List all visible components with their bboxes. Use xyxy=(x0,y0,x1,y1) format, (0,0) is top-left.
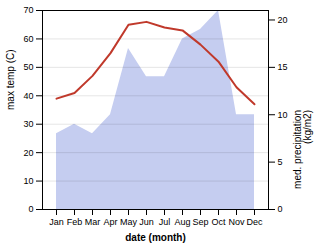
svg-text:30: 30 xyxy=(23,119,33,129)
svg-text:20: 20 xyxy=(278,15,288,25)
svg-text:Jul: Jul xyxy=(159,217,171,227)
svg-text:5: 5 xyxy=(278,157,283,167)
svg-text:0: 0 xyxy=(278,204,283,214)
svg-text:date (month): date (month) xyxy=(125,232,186,243)
svg-text:Sep: Sep xyxy=(192,217,208,227)
svg-text:med. precipitation(kg/m2): med. precipitation(kg/m2) xyxy=(292,110,313,189)
svg-text:Mar: Mar xyxy=(85,217,101,227)
svg-text:Nov: Nov xyxy=(228,217,245,227)
svg-text:Dec: Dec xyxy=(246,217,263,227)
svg-text:Aug: Aug xyxy=(174,217,190,227)
svg-text:10: 10 xyxy=(278,110,288,120)
svg-text:20: 20 xyxy=(23,148,33,158)
svg-text:Jan: Jan xyxy=(49,217,64,227)
svg-text:0: 0 xyxy=(28,204,33,214)
svg-text:40: 40 xyxy=(23,91,33,101)
svg-text:Feb: Feb xyxy=(67,217,83,227)
svg-text:May: May xyxy=(120,217,138,227)
svg-text:50: 50 xyxy=(23,62,33,72)
svg-text:max temp (C): max temp (C) xyxy=(5,49,16,110)
svg-text:Oct: Oct xyxy=(211,217,226,227)
svg-text:60: 60 xyxy=(23,34,33,44)
svg-text:10: 10 xyxy=(23,176,33,186)
svg-text:15: 15 xyxy=(278,62,288,72)
svg-text:Jun: Jun xyxy=(139,217,154,227)
svg-text:Apr: Apr xyxy=(103,217,117,227)
svg-text:70: 70 xyxy=(23,5,33,15)
